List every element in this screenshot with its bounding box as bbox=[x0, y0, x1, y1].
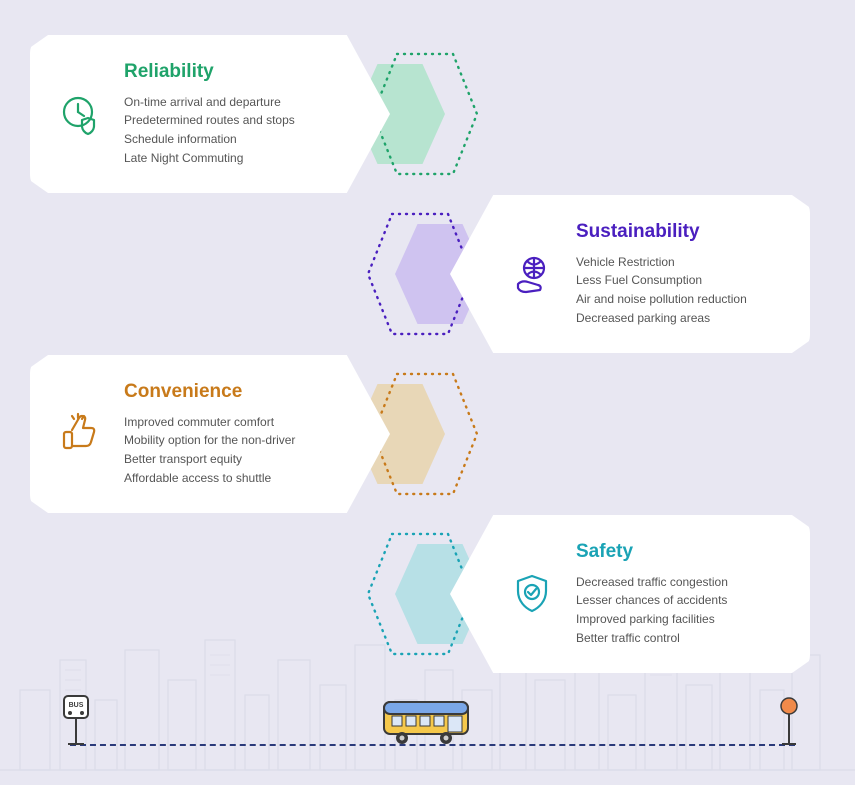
list-item: Lesser chances of accidents bbox=[576, 591, 810, 610]
list-item: Vehicle Restriction bbox=[576, 253, 810, 272]
card-safety: Safety Decreased traffic congestionLesser… bbox=[450, 515, 810, 673]
card-list-convenience: Improved commuter comfortMobility option… bbox=[124, 413, 390, 487]
bus-stop-sign-icon: BUS bbox=[60, 694, 96, 746]
clock-shield-icon bbox=[58, 92, 102, 136]
list-item: Predetermined routes and stops bbox=[124, 111, 390, 130]
card-sustainability: Sustainability Vehicle RestrictionLess Fu… bbox=[450, 195, 810, 353]
list-item: Mobility option for the non-driver bbox=[124, 431, 390, 450]
list-item: Improved parking facilities bbox=[576, 610, 810, 629]
list-item: Better transport equity bbox=[124, 450, 390, 469]
card-list-reliability: On-time arrival and departurePredetermin… bbox=[124, 93, 390, 167]
card-title-reliability: Reliability bbox=[124, 61, 390, 83]
bus-icon bbox=[380, 690, 476, 746]
card-list-safety: Decreased traffic congestionLesser chanc… bbox=[576, 573, 810, 647]
list-item: Decreased parking areas bbox=[576, 309, 810, 328]
card-list-sustainability: Vehicle RestrictionLess Fuel Consumption… bbox=[576, 253, 810, 327]
list-item: Air and noise pollution reduction bbox=[576, 290, 810, 309]
list-item: Improved commuter comfort bbox=[124, 413, 390, 432]
card-content-sustainability: Sustainability Vehicle RestrictionLess Fu… bbox=[576, 221, 810, 327]
card-content-reliability: Reliability On-time arrival and departure… bbox=[124, 61, 390, 167]
list-item: Better traffic control bbox=[576, 629, 810, 648]
list-item: Schedule information bbox=[124, 130, 390, 149]
card-title-sustainability: Sustainability bbox=[576, 221, 810, 243]
stop-marker-icon bbox=[777, 696, 801, 746]
card-convenience: Convenience Improved commuter comfortMobi… bbox=[30, 355, 390, 513]
bus-sign-label: BUS bbox=[69, 702, 84, 709]
list-item: Affordable access to shuttle bbox=[124, 469, 390, 488]
infographic-canvas: Reliability On-time arrival and departure… bbox=[0, 0, 855, 780]
card-content-convenience: Convenience Improved commuter comfortMobi… bbox=[124, 381, 390, 487]
card-title-convenience: Convenience bbox=[124, 381, 390, 403]
card-title-safety: Safety bbox=[576, 541, 810, 563]
thumbs-up-icon bbox=[58, 412, 102, 456]
bus-scene: BUS bbox=[0, 678, 855, 758]
globe-hand-icon bbox=[510, 252, 554, 296]
list-item: Less Fuel Consumption bbox=[576, 271, 810, 290]
list-item: On-time arrival and departure bbox=[124, 93, 390, 112]
list-item: Late Night Commuting bbox=[124, 149, 390, 168]
card-reliability: Reliability On-time arrival and departure… bbox=[30, 35, 390, 193]
shield-check-icon bbox=[510, 572, 554, 616]
list-item: Decreased traffic congestion bbox=[576, 573, 810, 592]
card-content-safety: Safety Decreased traffic congestionLesser… bbox=[576, 541, 810, 647]
